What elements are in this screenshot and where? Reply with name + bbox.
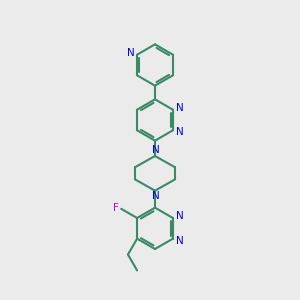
Text: N: N [127,48,135,58]
Text: N: N [176,103,184,113]
Text: N: N [176,236,184,246]
Text: N: N [152,145,160,155]
Text: F: F [113,203,119,213]
Text: N: N [176,127,184,137]
Text: N: N [152,191,160,201]
Text: N: N [176,211,184,221]
